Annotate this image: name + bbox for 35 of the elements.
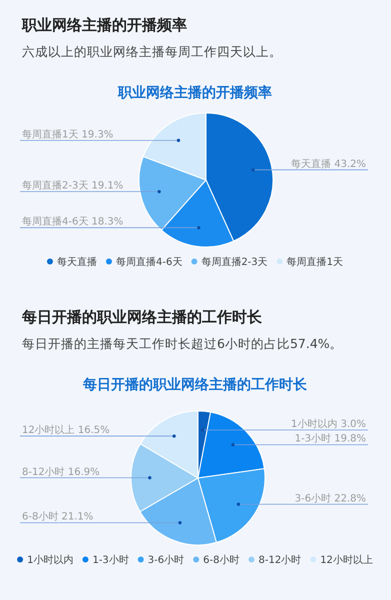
category-label: 每天直播 43.2% — [291, 158, 366, 170]
category-label: 每周直播1天 19.3% — [22, 129, 114, 140]
legend-label: 每周直播4-6天 — [116, 256, 182, 268]
pie-slice — [198, 468, 266, 543]
category-label: 12小时以上 16.5% — [22, 425, 110, 436]
legend-label: 1小时以内 — [27, 554, 74, 566]
category-label: 1小时以内 3.0% — [291, 418, 366, 430]
text: 职业网络主播的开播频率 — [117, 84, 272, 101]
category-label: 6-8小时 21.1% — [22, 512, 94, 523]
category-label: 8-12小时 16.9% — [22, 466, 100, 478]
legend-label: 1-3小时 — [92, 554, 129, 566]
chart-title: 每日开播的职业网络主播的工作时长 — [21, 308, 263, 326]
pie-slice — [140, 478, 217, 546]
legend-label: 6-8小时 — [203, 554, 240, 566]
legend-label: 每天直播 — [56, 256, 97, 268]
category-label: 每周直播2-3天 19.1% — [22, 180, 124, 192]
legend-label: 3-6小时 — [148, 554, 184, 566]
pie-slice — [138, 156, 206, 231]
pie-slice — [161, 180, 234, 248]
legend-label: 12小时以上 — [320, 554, 373, 566]
category-label: 每周直播4-6天 18.3% — [22, 216, 124, 228]
pie-slice — [130, 443, 198, 512]
pie-slice — [142, 112, 206, 180]
text: 每日开播的职业网络主播的工作时长 — [82, 376, 308, 393]
legend-label: 每周直播1天 — [286, 256, 344, 268]
pie-slice — [206, 112, 274, 242]
legend-label: 每周直播2-3天 — [201, 256, 268, 268]
category-label: 1-3小时 19.8% — [294, 434, 366, 445]
pie-slice — [140, 410, 198, 478]
category-label: 3-6小时 22.8% — [294, 493, 366, 504]
pie-slice — [198, 412, 265, 478]
legend-label: 8-12小时 — [258, 554, 302, 566]
chart-subtitle: 每日开播的主播每天工作时长超过6小时的占比57.4%。 — [22, 336, 343, 351]
chart-subtitle: 六成以上的职业网络主播每周工作四天以上。 — [22, 44, 282, 59]
chart-title: 职业网络主播的开播频率 — [21, 16, 187, 34]
